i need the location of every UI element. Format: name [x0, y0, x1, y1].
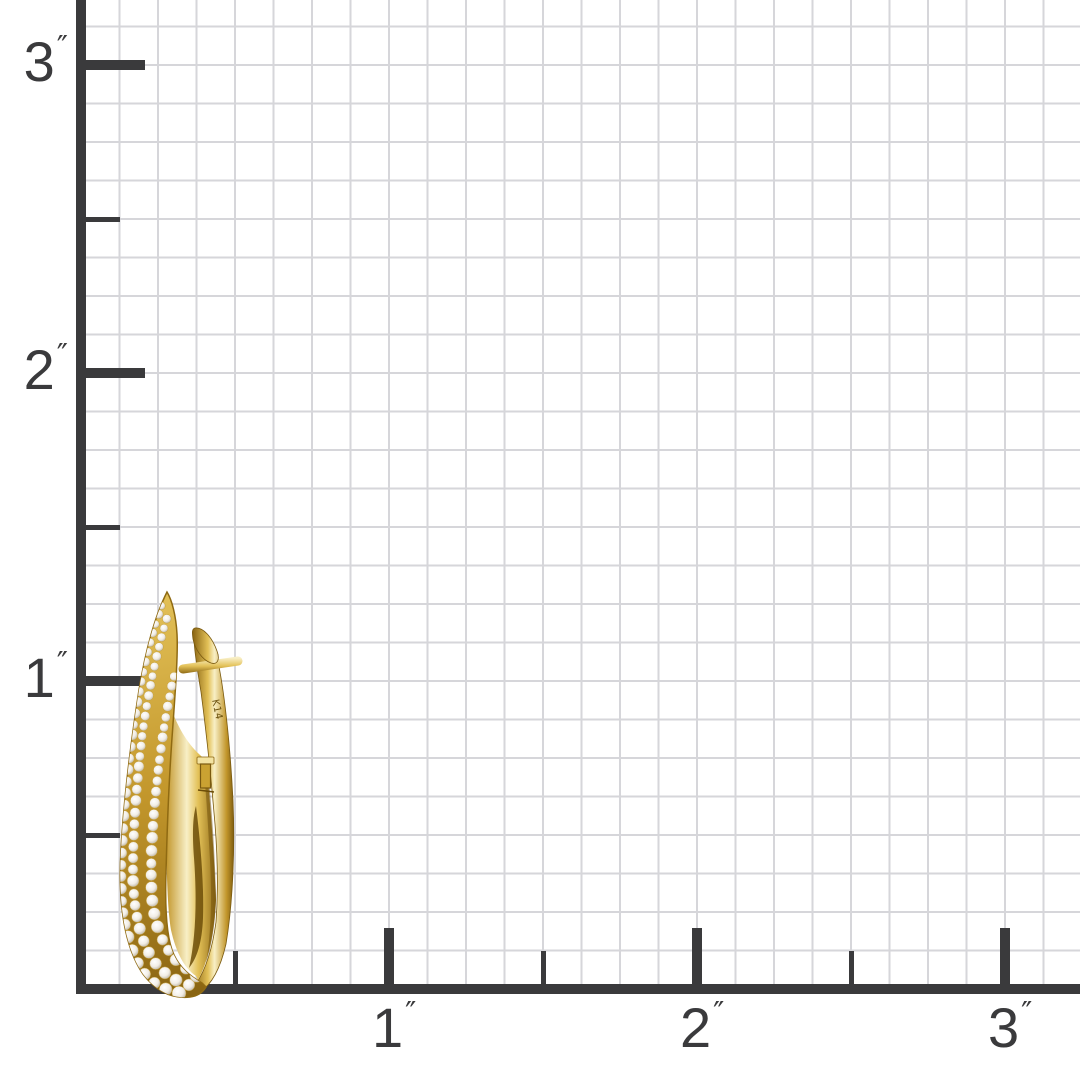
- left-axis-half-tick-1.5in: [86, 524, 120, 530]
- bottom-axis-major-tick-1in: [384, 928, 394, 984]
- axis-label-number: 2: [680, 996, 712, 1059]
- inner-hoop-shadow-2: [204, 770, 216, 963]
- inch-mark: ″: [56, 30, 68, 65]
- inch-mark: ″: [1021, 996, 1033, 1031]
- inch-mark: ″: [56, 338, 68, 373]
- bottom-axis-major-tick-2in: [692, 928, 702, 984]
- axis-label-number: 3: [23, 30, 55, 93]
- inch-mark: ″: [56, 646, 68, 681]
- left-axis-label-1in: 1″: [0, 646, 68, 716]
- bottom-ruler-axis: [76, 984, 1080, 994]
- axis-label-number: 2: [23, 338, 55, 401]
- bottom-axis-half-tick-1.5in: [540, 951, 546, 984]
- metal-stamp: K14: [209, 698, 224, 721]
- axis-label-number: 1: [372, 996, 404, 1059]
- bottom-axis-major-tick-3in: [1000, 928, 1010, 984]
- inch-mark: ″: [713, 996, 725, 1031]
- left-axis-major-tick-2in: [86, 368, 145, 378]
- bottom-axis-label-1in: 1″: [372, 996, 416, 1066]
- bottom-axis-half-tick-2.5in: [848, 951, 854, 984]
- earring-photo: K14: [119, 591, 243, 999]
- inch-mark: ″: [405, 996, 417, 1031]
- measurement-grid: [81, 0, 1080, 989]
- bottom-axis-half-tick-0.5in: [232, 951, 238, 984]
- left-ruler-axis: [76, 0, 86, 994]
- latch-hinge-notch: [196, 756, 215, 793]
- axis-label-number: 3: [988, 996, 1020, 1059]
- latch-paddle: [192, 627, 219, 664]
- left-axis-label-2in: 2″: [0, 338, 68, 408]
- earring-latch-lever: [193, 628, 235, 993]
- left-axis-half-tick-2.5in: [86, 216, 120, 222]
- bottom-axis-label-2in: 2″: [680, 996, 724, 1066]
- earring-post: [178, 656, 243, 674]
- left-axis-label-3in: 3″: [0, 30, 68, 100]
- left-axis-major-tick-3in: [86, 60, 145, 70]
- left-axis-half-tick-0.5in: [86, 832, 120, 838]
- axis-label-number: 1: [23, 646, 55, 709]
- bottom-axis-label-3in: 3″: [988, 996, 1032, 1066]
- inner-hoop-shadow: [189, 806, 204, 968]
- left-axis-major-tick-1in: [86, 676, 145, 686]
